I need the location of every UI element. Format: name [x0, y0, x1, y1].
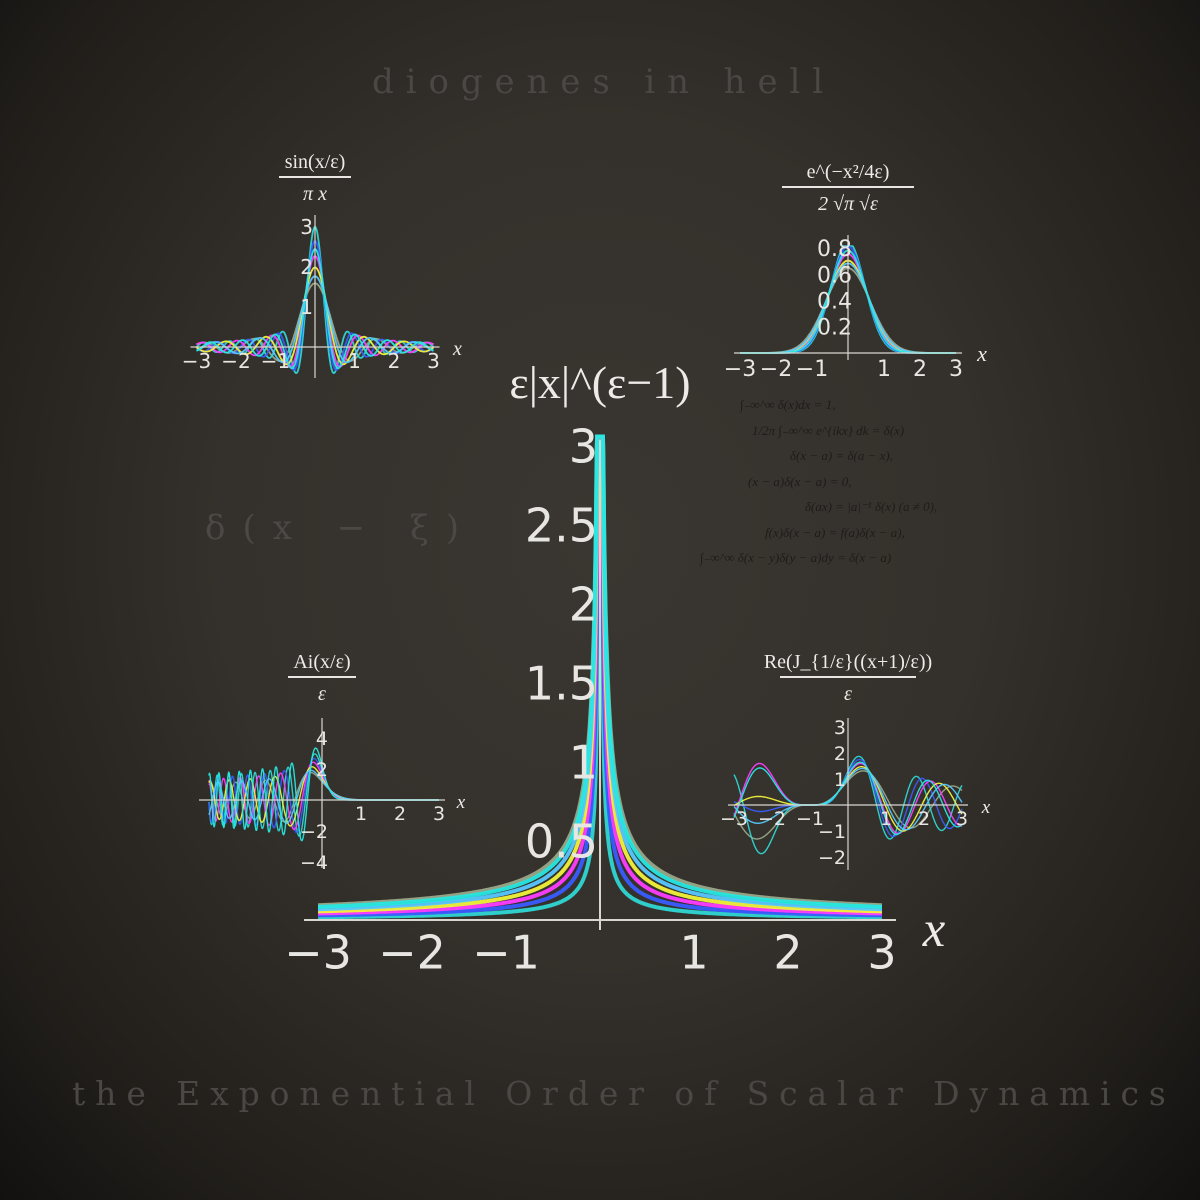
album-title: the Exponential Order of Scalar Dynamics [72, 1074, 1176, 1113]
x-tick-label: −3 [284, 925, 352, 979]
x-tick-label: 2 [918, 808, 930, 830]
chart-gauss: −3 −2 −1 1 2 3 0.20.40.60.8 x e^(−x²/4ε) 2 √π √ε [724, 161, 987, 382]
x-tick-label: −1 [796, 808, 824, 830]
equation: (x − a)δ(x − a) = 0, [748, 473, 852, 489]
title-denominator: ε [844, 683, 852, 705]
x-tick-label: −1 [261, 349, 290, 373]
x-tick-label: −3 [724, 357, 756, 382]
chart-title: ε|x|^(ε−1) [509, 357, 690, 408]
equation: ∫₋∞^∞ δ(x − y)δ(y − a)dy = δ(x − a) [700, 550, 892, 565]
y-tick-label: 2 [569, 578, 598, 632]
x-tick-label: 1 [880, 808, 892, 830]
y-tick-label: −2 [818, 847, 846, 869]
delta-formula: δ(x − ξ) [205, 508, 477, 548]
title-denominator: π x [303, 183, 327, 205]
y-tick-label: 2 [316, 759, 328, 781]
x-tick-label: 3 [427, 349, 440, 373]
x-tick-label: −1 [796, 357, 828, 382]
x-axis-label: x [922, 901, 946, 957]
equation: 1/2π ∫₋∞^∞ e^{ikx} dk = δ(x) [752, 422, 905, 438]
x-tick-label: −2 [760, 357, 792, 382]
x-tick-label: 2 [394, 803, 406, 825]
y-tick-label: 3 [300, 215, 313, 239]
x-axis-label: x [976, 341, 987, 366]
curve-eps-6 [318, 434, 882, 909]
equation: ∫₋∞^∞ δ(x)dx = 1, [740, 397, 836, 412]
y-tick-label: 2.5 [525, 499, 598, 553]
x-tick-label: −2 [378, 925, 446, 979]
x-axis-label: x [452, 338, 462, 360]
x-tick-label: −1 [472, 925, 540, 979]
title-numerator: Re(J_{1/ε}((x+1)/ε)) [764, 651, 932, 673]
y-tick-label: 1.5 [525, 657, 598, 711]
equation: δ(x − a) = δ(a − x), [790, 448, 894, 463]
x-tick-label: 1 [348, 349, 361, 373]
equation: f(x)δ(x − a) = f(a)δ(x − a), [765, 524, 905, 540]
y-tick-label: 2 [300, 255, 313, 279]
equation: δ(ax) = |a|⁻¹ δ(x) (a ≠ 0), [805, 499, 938, 514]
x-tick-label: −2 [758, 808, 786, 830]
y-tick-label: 0.8 [817, 237, 852, 262]
chart-airy: 1 2 3 4 2 −2 −4 x Ai(x/ε) ε [199, 651, 466, 874]
x-tick-label: 3 [433, 803, 445, 825]
chart-bessel: −3 −2 −1 1 2 3 3 2 1 −1 −2 x Re(J_{1/ε}((x+1)/ε)) ε [720, 651, 991, 870]
y-tick-label: 2 [834, 743, 846, 765]
title-numerator: e^(−x²/4ε) [807, 161, 890, 183]
y-tick-label: 1 [569, 736, 598, 790]
x-tick-label: 2 [388, 349, 401, 373]
y-tick-label: −1 [818, 821, 846, 843]
title-denominator: 2 √π √ε [818, 193, 878, 215]
x-tick-label: 3 [956, 808, 968, 830]
x-tick-label: 1 [355, 803, 367, 825]
title-denominator: ε [318, 683, 326, 705]
title-numerator: sin(x/ε) [285, 151, 346, 173]
x-tick-label: −3 [182, 349, 211, 373]
y-tick-label: −2 [300, 821, 328, 843]
title-numerator: Ai(x/ε) [293, 651, 350, 673]
y-tick-label: 1 [834, 769, 846, 791]
x-tick-label: 2 [913, 357, 927, 382]
x-tick-label: 1 [679, 925, 708, 979]
x-axis-label: x [981, 797, 991, 818]
y-tick-label: 0.4 [817, 290, 852, 315]
y-tick-label: 3 [834, 717, 846, 739]
x-tick-label: −2 [221, 349, 250, 373]
artist-name: diogenes in hell [372, 62, 836, 102]
delta-identities: ∫₋∞^∞ δ(x)dx = 1, 1/2π ∫₋∞^∞ e^{ikx} dk … [700, 392, 1000, 571]
y-tick-label: 0.5 [525, 815, 598, 869]
x-tick-label: 2 [773, 925, 802, 979]
x-tick-label: −3 [720, 808, 748, 830]
y-tick-label: −4 [300, 852, 328, 874]
x-tick-label: 3 [949, 357, 963, 382]
x-axis-label: x [456, 792, 466, 813]
x-tick-label: 3 [867, 925, 896, 979]
y-tick-label: 0.2 [817, 316, 852, 341]
x-tick-label: 1 [877, 357, 891, 382]
y-tick-label: 4 [316, 728, 328, 750]
y-tick-label: 3 [569, 420, 598, 474]
y-tick-label: 1 [300, 295, 313, 319]
y-tick-label: 0.6 [817, 263, 852, 288]
